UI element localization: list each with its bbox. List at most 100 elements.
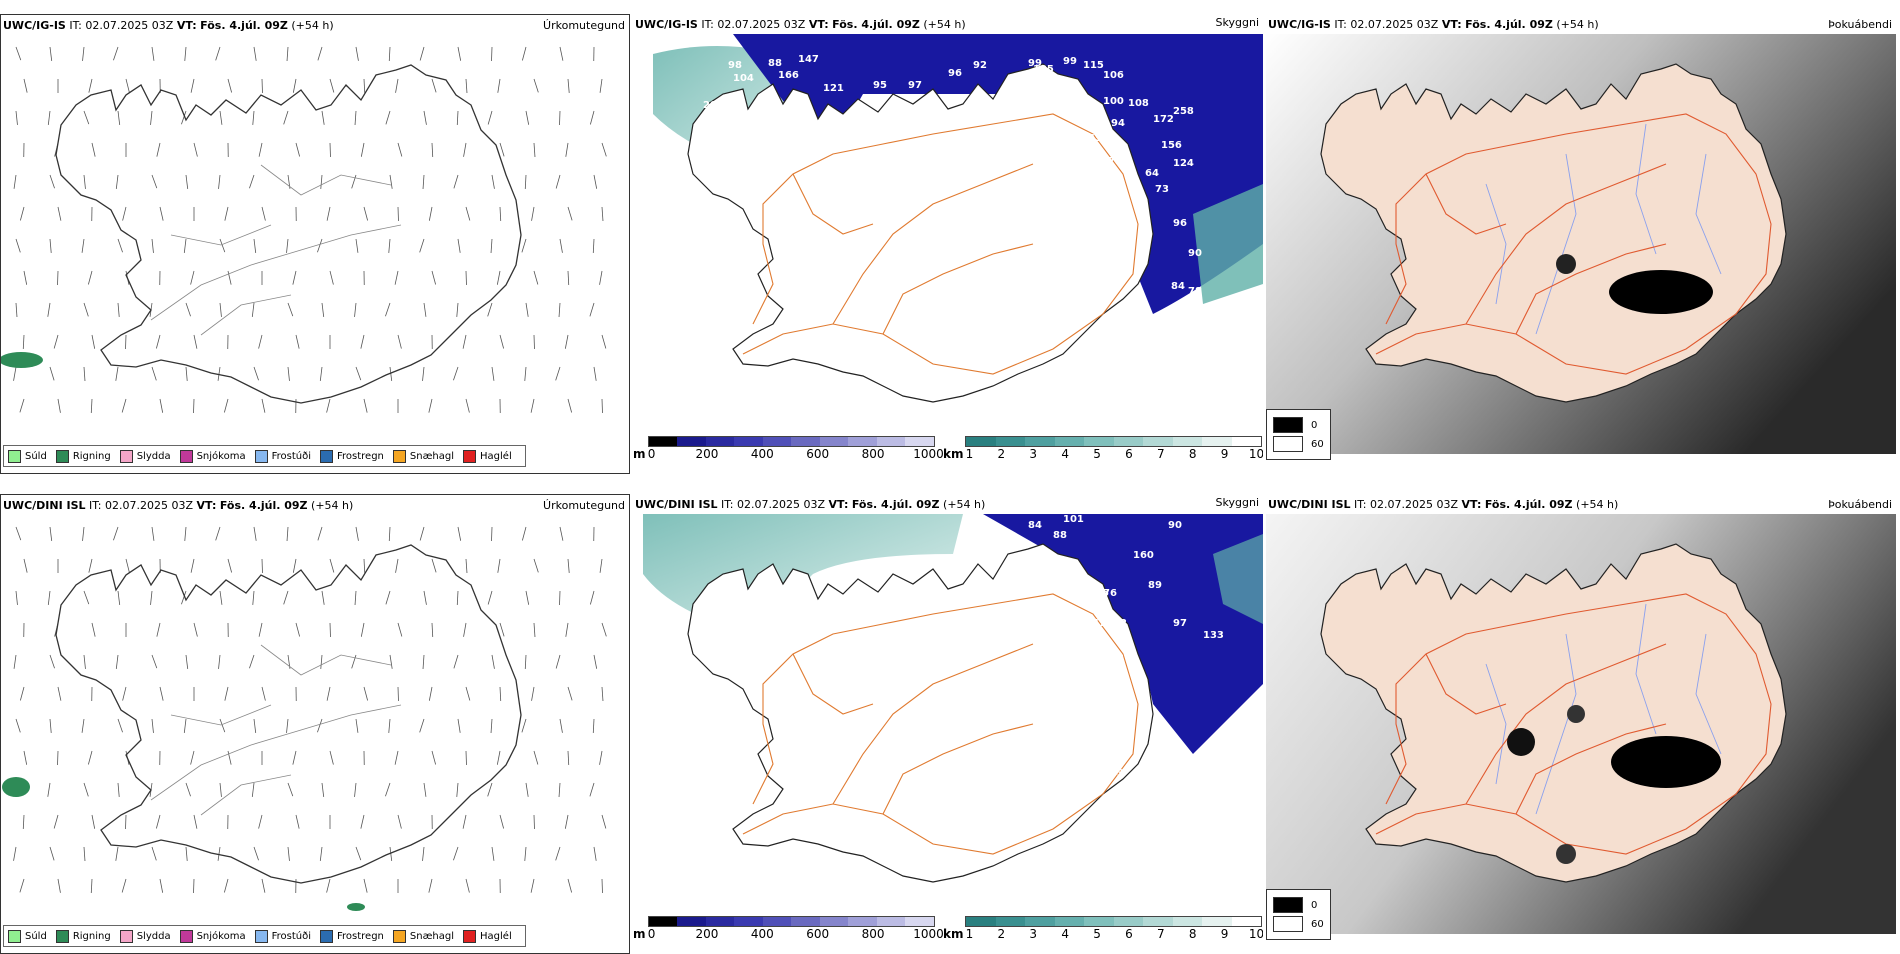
wind-barb xyxy=(288,847,289,861)
wind-barb xyxy=(259,143,262,157)
wind-barb xyxy=(152,175,157,188)
wind-barb xyxy=(284,111,288,124)
wind-barb xyxy=(395,751,398,765)
fog-spot xyxy=(1507,728,1535,756)
wind-barb xyxy=(500,143,504,156)
wind-barb xyxy=(16,239,20,252)
rain-patch xyxy=(2,777,30,797)
wind-barb xyxy=(259,335,262,349)
colorbar-tick-label: 400 xyxy=(751,447,774,461)
wind-barb xyxy=(466,879,469,893)
wind-barb xyxy=(186,303,191,316)
wind-barb xyxy=(526,783,528,797)
visibility-value: 75 xyxy=(1108,156,1122,167)
legend-item-snaehagl: Snæhagl xyxy=(393,450,454,463)
rain-patch xyxy=(347,903,365,911)
visibility-value: 99 xyxy=(1028,58,1042,69)
wind-barb xyxy=(116,655,118,669)
wind-barb xyxy=(556,367,560,380)
wind-barb xyxy=(184,719,186,733)
wind-barb xyxy=(220,591,222,605)
wind-barb xyxy=(424,111,426,125)
wind-barb xyxy=(534,559,538,572)
wind-barb xyxy=(249,175,254,188)
wind-barb xyxy=(534,79,538,92)
wind-barb xyxy=(220,111,222,125)
colorbar-swatch xyxy=(996,437,1026,446)
wind-barb xyxy=(432,559,436,572)
panel-type-label: Þokuábendi xyxy=(1828,498,1892,511)
fog-spot xyxy=(1556,254,1576,274)
wind-barb xyxy=(560,719,562,733)
wind-barb xyxy=(254,239,256,253)
wind-barb xyxy=(252,783,254,797)
wind-barb xyxy=(568,271,569,285)
colorbar-swatch xyxy=(1025,437,1055,446)
wind-barb xyxy=(464,143,466,157)
wind-barb xyxy=(534,751,538,764)
wind-barb xyxy=(568,79,569,93)
wind-barb xyxy=(432,79,436,92)
wind-barb xyxy=(191,271,194,285)
visibility-value: 99 xyxy=(1063,56,1077,67)
wind-barb xyxy=(320,847,322,861)
wind-barb xyxy=(92,815,95,829)
wind-barb xyxy=(262,399,265,413)
legend-item-slydda: Slydda xyxy=(120,930,171,943)
wind-barb xyxy=(84,111,89,124)
visibility-value: 82 xyxy=(1113,618,1127,629)
wind-barb xyxy=(16,303,17,317)
precip-type-panel-row2: UWC/DINI ISL IT: 02.07.2025 03Z VT: Fös.… xyxy=(0,494,630,954)
wind-barb xyxy=(385,303,390,316)
panel-type-label: Úrkomutegund xyxy=(543,499,625,512)
iceland-wind-map xyxy=(1,35,630,445)
colorbar-swatch xyxy=(1025,917,1055,926)
colorbar-swatches xyxy=(648,916,935,927)
visibility-value: 166 xyxy=(778,70,799,81)
wind-barb xyxy=(453,367,458,380)
wind-barb xyxy=(113,527,118,540)
wind-barb xyxy=(16,111,17,125)
legend-item-rigning: Rigning xyxy=(56,450,111,463)
wind-barb xyxy=(423,175,424,189)
wind-barb xyxy=(526,303,528,317)
wind-barb xyxy=(14,175,16,189)
wind-barb xyxy=(356,367,361,380)
colorbar-tick-label: 10 xyxy=(1249,927,1263,941)
wind-barb xyxy=(398,143,402,156)
colorbar-swatch xyxy=(1084,437,1114,446)
visibility-value: 73 xyxy=(1155,184,1169,195)
wind-barb xyxy=(48,591,50,605)
wind-barb xyxy=(92,143,95,157)
wind-barb xyxy=(16,527,21,540)
visibility-value: 89 xyxy=(1148,580,1162,591)
wind-barb xyxy=(118,239,123,252)
wind-barb xyxy=(525,847,526,861)
colorbar-tick-label: 600 xyxy=(806,447,829,461)
visibility-value: 100 xyxy=(1103,96,1124,107)
wind-barb xyxy=(522,527,526,541)
wind-barb xyxy=(54,815,58,828)
wind-barb xyxy=(389,719,390,733)
wind-barb xyxy=(361,143,364,157)
wind-barb xyxy=(466,559,467,573)
wind-barb xyxy=(194,815,197,829)
colorbar-swatch xyxy=(966,437,996,446)
wind-barb xyxy=(560,527,563,541)
wind-barb xyxy=(429,687,432,701)
visibility-value: 94 xyxy=(1111,118,1125,129)
wind-barb xyxy=(50,527,52,541)
visibility-value: 80 xyxy=(811,183,825,194)
wind-barb xyxy=(284,591,288,604)
wind-barb xyxy=(186,367,187,381)
wind-barb xyxy=(531,879,534,893)
visibility-value: 65 xyxy=(1088,133,1102,144)
colorbar-unit: m xyxy=(633,447,646,461)
colorbar-swatches xyxy=(965,436,1262,447)
wind-barb xyxy=(556,847,560,860)
visibility-value: 97 xyxy=(1173,618,1187,629)
wind-barb xyxy=(252,303,254,317)
colorbar-unit: km xyxy=(943,447,963,461)
